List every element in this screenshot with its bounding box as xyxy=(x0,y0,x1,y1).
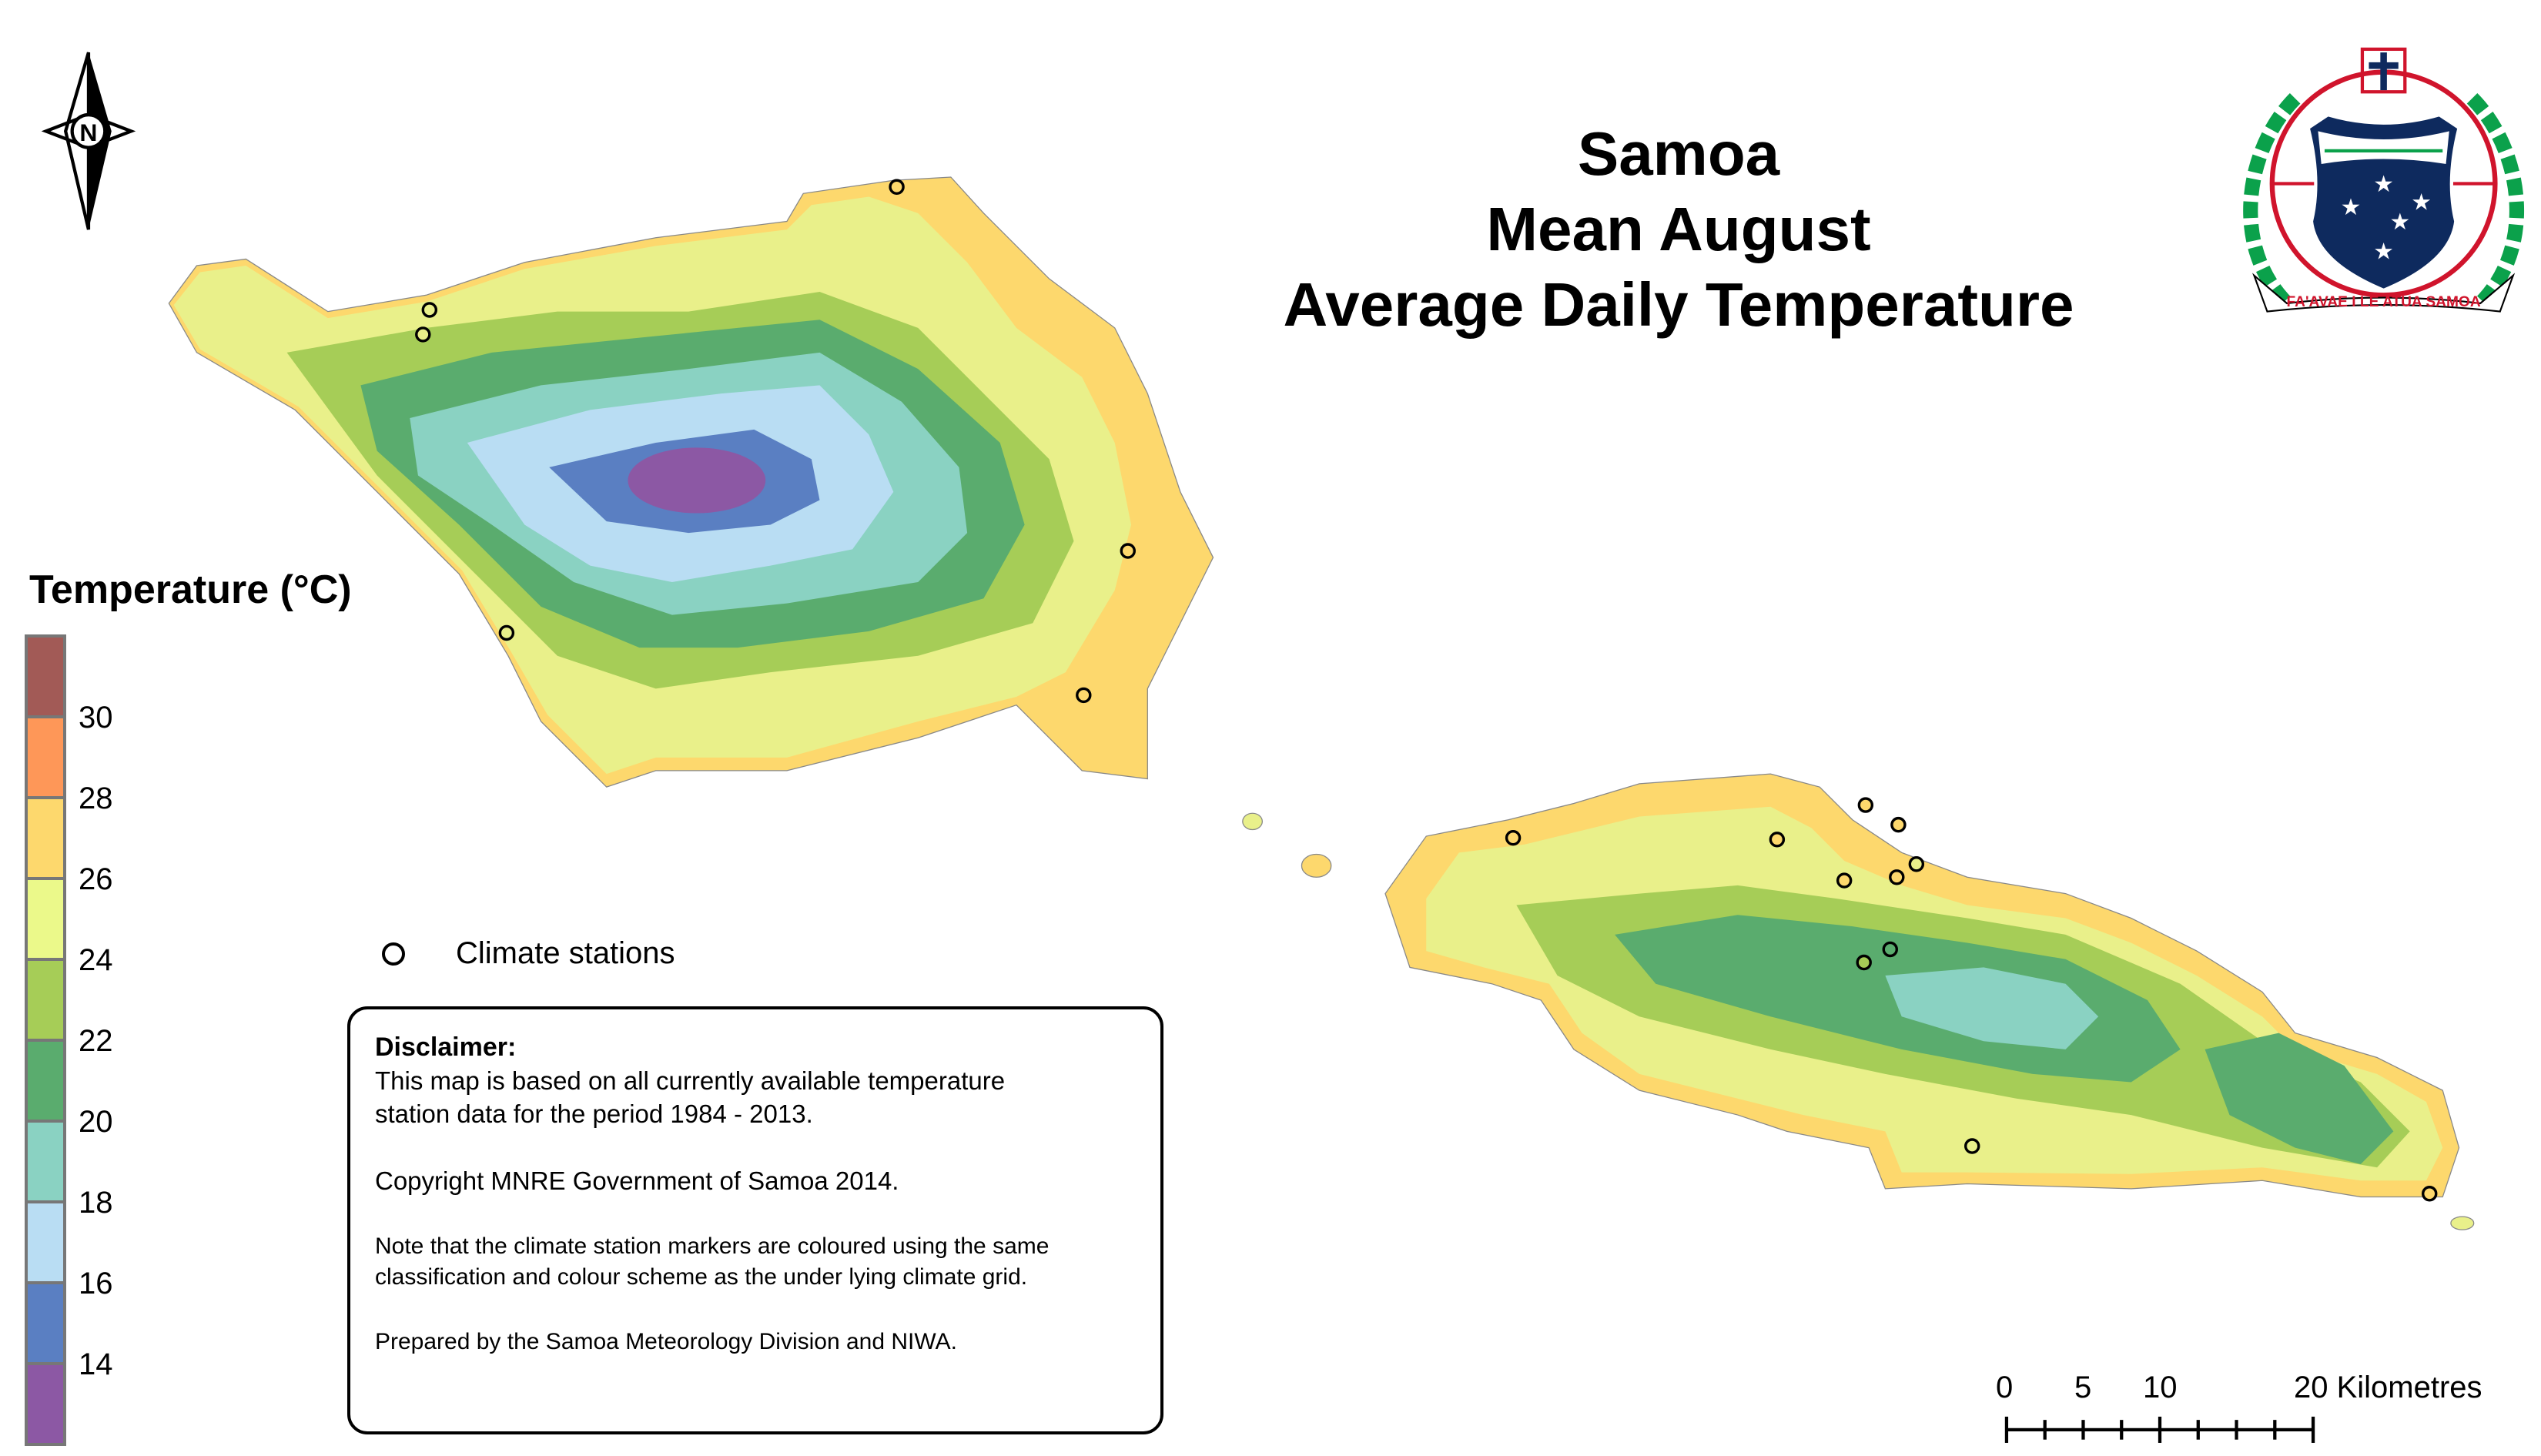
scale-bar xyxy=(2004,1416,2315,1443)
legend-tick-label: 22 xyxy=(79,1024,113,1058)
legend-tick-label: 20 xyxy=(79,1105,113,1139)
climate-station-marker xyxy=(1882,941,1898,958)
svg-text:★: ★ xyxy=(2341,194,2362,221)
scale-label-0: 0 xyxy=(1996,1371,2014,1404)
svg-text:★: ★ xyxy=(2411,189,2432,216)
legend-climate-stations: Climate stations xyxy=(382,936,675,971)
climate-station-markers xyxy=(415,179,2438,1202)
north-arrow: N xyxy=(41,52,136,230)
legend-bin-3 xyxy=(28,880,63,961)
disclaimer-copyright: Copyright MNRE Government of Samoa 2014. xyxy=(375,1166,899,1195)
svg-text:★: ★ xyxy=(2390,209,2411,236)
climate-station-marker xyxy=(415,326,431,343)
disclaimer-note-1: Note that the climate station markers ar… xyxy=(375,1233,1050,1259)
emblem-motto: FA'AVAE I LE ATUA SAMOA xyxy=(2287,294,2481,310)
climate-station-marker xyxy=(498,624,515,641)
disclaimer-line-1: This map is based on all currently avail… xyxy=(375,1066,1006,1095)
legend-bin-9 xyxy=(28,1365,63,1443)
climate-station-marker xyxy=(1857,797,1874,813)
islet-east xyxy=(2450,1216,2475,1230)
emblem-shield-top xyxy=(2318,131,2449,164)
climate-station-marker xyxy=(1505,829,1522,846)
disclaimer-line-2: station data for the period 1984 - 2013. xyxy=(375,1100,813,1128)
emblem-laurel-right xyxy=(2466,92,2524,309)
climate-station-marker xyxy=(1836,872,1853,889)
svg-text:★: ★ xyxy=(2373,238,2394,265)
climate-station-marker xyxy=(1120,543,1136,559)
climate-station-marker xyxy=(1908,856,1925,872)
upolu-east-band-20-22 xyxy=(2205,1033,2394,1164)
legend-bin-6 xyxy=(28,1123,63,1203)
legend-tick-label: 14 xyxy=(79,1347,113,1381)
climate-station-marker xyxy=(2422,1186,2438,1202)
legend-bin-7 xyxy=(28,1203,63,1284)
climate-station-marker xyxy=(1964,1138,1980,1154)
legend-bin-8 xyxy=(28,1284,63,1365)
legend-bin-4 xyxy=(28,961,63,1042)
scale-label-10: 10 xyxy=(2143,1371,2178,1404)
north-arrow-ring xyxy=(70,112,107,149)
legend-tick-label: 24 xyxy=(79,943,113,977)
climate-station-marker xyxy=(421,302,438,318)
emblem-cross xyxy=(2369,52,2399,91)
legend-title: Temperature (°C) xyxy=(29,567,352,612)
station-marker-icon xyxy=(382,942,405,966)
legend-bin-2 xyxy=(28,799,63,880)
emblem-stars: ★★ ★★★ xyxy=(2341,171,2432,265)
north-arrow-letter: N xyxy=(79,119,97,146)
scale-label-5: 5 xyxy=(2074,1371,2092,1404)
legend-bin-0 xyxy=(28,638,63,718)
climate-station-marker xyxy=(1890,816,1907,833)
disclaimer-heading: Disclaimer: xyxy=(375,1033,517,1062)
legend-tick-label: 30 xyxy=(79,701,113,735)
island-upolu xyxy=(1384,773,2460,1198)
disclaimer-note-2: classification and colour scheme as the … xyxy=(375,1264,1028,1290)
climate-station-marker xyxy=(1769,832,1786,848)
emblem-ribbon xyxy=(2252,273,2516,313)
legend-tick-label: 28 xyxy=(79,782,113,815)
islet-apolima xyxy=(1242,812,1263,831)
legend-tick-label: 16 xyxy=(79,1267,113,1300)
climate-station-marker xyxy=(1076,687,1092,704)
map-title-line-2: Mean August xyxy=(1486,195,1871,263)
legend-tick-label: 18 xyxy=(79,1186,113,1220)
legend-bin-5 xyxy=(28,1042,63,1123)
island-savaii xyxy=(168,176,1214,788)
climate-station-marker xyxy=(1856,954,1872,971)
islet-manono xyxy=(1301,853,1332,878)
emblem-laurel-left xyxy=(2243,92,2301,309)
savaii-band-below-14 xyxy=(628,447,766,514)
upolu-band-18-20 xyxy=(1885,967,2099,1049)
disclaimer-box: Disclaimer: This map is based on all cur… xyxy=(347,1006,1163,1434)
map-title-line-1: Samoa xyxy=(1577,119,1780,188)
climate-station-marker xyxy=(1889,869,1905,885)
stations-label: Climate stations xyxy=(456,936,675,970)
legend-tick-label: 26 xyxy=(79,862,113,896)
svg-text:★: ★ xyxy=(2373,171,2394,198)
climate-station-marker xyxy=(889,179,905,195)
legend-bin-1 xyxy=(28,718,63,799)
disclaimer-prepared: Prepared by the Samoa Meteorology Divisi… xyxy=(375,1329,957,1354)
legend-colorbar xyxy=(25,634,66,1446)
samoa-coat-of-arms: ★★ ★★★ FA'AVAE I LE ATUA SAMOA xyxy=(2243,47,2524,313)
emblem-cross-frame xyxy=(2360,47,2407,94)
map-title-line-3: Average Daily Temperature xyxy=(1283,270,2074,339)
scale-label-20: 20 Kilometres xyxy=(2294,1371,2482,1404)
